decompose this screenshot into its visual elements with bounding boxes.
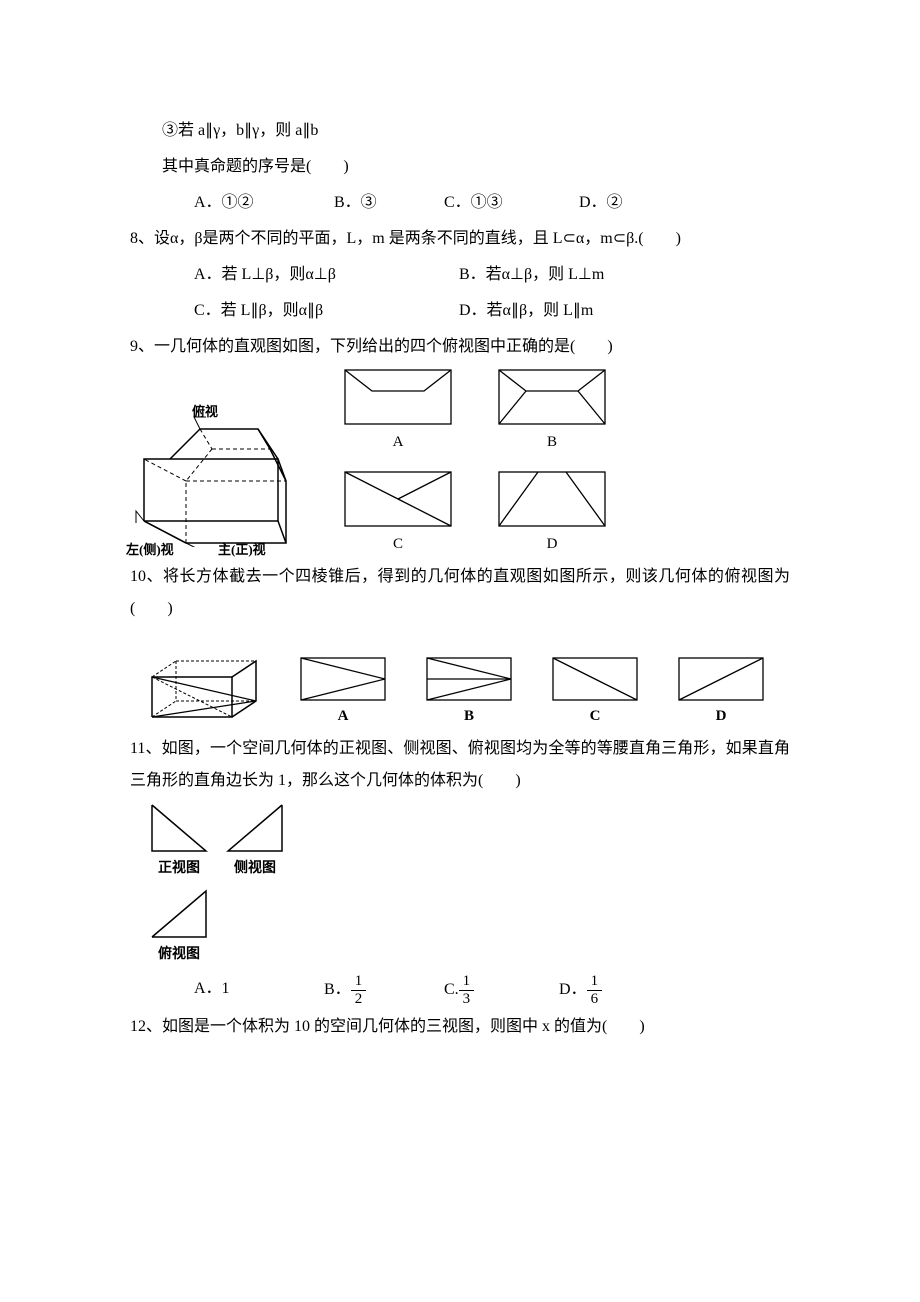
q10-opt-c[interactable]: C [552, 657, 638, 731]
q9-label-front: 主(正)视 [218, 537, 266, 563]
q10-solid [150, 659, 260, 731]
q11-opt-d[interactable]: D． 16 [559, 973, 602, 1007]
q8-opt-d[interactable]: D．若α∥β，则 L∥m [459, 295, 593, 327]
q8-opt-a[interactable]: A．若 L⊥β，则α⊥β [194, 259, 459, 291]
q9-label-top: 俯视 [192, 399, 218, 425]
q11-figure: 正视图 侧视图 俯视图 [150, 803, 790, 969]
q11-front-view: 正视图 [150, 803, 208, 883]
q11-opt-b-label: B． [324, 974, 351, 1006]
q9-opt-b[interactable]: B [498, 369, 606, 457]
q10-opt-b[interactable]: B [426, 657, 512, 731]
q11-opt-b-frac: 12 [351, 973, 367, 1007]
q7-stmt3: ③若 a∥γ，b∥γ，则 a∥b [130, 115, 790, 147]
q11-opt-c-label: C. [444, 974, 459, 1006]
q10-opt-b-label: B [464, 701, 474, 731]
q10-opt-c-label: C [590, 701, 601, 731]
q11-top-label: 俯视图 [158, 941, 200, 969]
q10-stem: 10、将长方体截去一个四棱锥后，得到的几何体的直观图如图所示，则该几何体的俯视图… [130, 561, 790, 625]
q11-opt-c[interactable]: C. 13 [444, 973, 559, 1007]
q8-stem: 8、设α，β是两个不同的平面，L，m 是两条不同的直线，且 L⊂α，m⊂β.( … [130, 223, 790, 255]
q10-opt-d-label: D [716, 701, 727, 731]
q11-opt-c-frac: 13 [459, 973, 475, 1007]
q11-opt-d-label: D． [559, 974, 587, 1006]
q10-figure-row: A B C D [150, 657, 790, 731]
q11-stem: 11、如图，一个空间几何体的正视图、侧视图、俯视图均为全等的等腰直角三角形，如果… [130, 733, 790, 797]
q9-label-left: 左(侧)视 [126, 537, 174, 563]
q7-prompt: 其中真命题的序号是( ) [130, 151, 790, 183]
q11-top-view: 俯视图 [150, 889, 208, 969]
q11-opt-d-frac: 16 [587, 973, 603, 1007]
q11-side-view: 侧视图 [226, 803, 284, 883]
q9-opt-c[interactable]: C [344, 471, 452, 559]
q9-stem: 9、一几何体的直观图如图，下列给出的四个俯视图中正确的是( ) [130, 331, 790, 363]
q10-opt-a[interactable]: A [300, 657, 386, 731]
q11-front-label: 正视图 [158, 855, 200, 883]
q12-stem: 12、如图是一个体积为 10 的空间几何体的三视图，则图中 x 的值为( ) [130, 1011, 790, 1043]
q8-row2: C．若 L∥β，则α∥β D．若α∥β，则 L∥m [130, 295, 790, 327]
q9-opt-c-label: C [393, 529, 403, 559]
q11-side-label: 侧视图 [234, 855, 276, 883]
q9-opt-d-label: D [547, 529, 558, 559]
q8-opt-c[interactable]: C．若 L∥β，则α∥β [194, 295, 459, 327]
q7-opt-c[interactable]: C．①③ [444, 187, 579, 219]
q9-solid: 俯视 左(侧)视 主(正)视 [130, 399, 300, 559]
q7-opt-a[interactable]: A．①② [194, 187, 334, 219]
q9-opt-b-label: B [547, 427, 557, 457]
q7-opt-b[interactable]: B．③ [334, 187, 444, 219]
q9-figure-row: 俯视 左(侧)视 主(正)视 A B C D [130, 369, 790, 559]
q7-opt-d[interactable]: D．② [579, 187, 623, 219]
q11-opt-a[interactable]: A．1 [194, 973, 324, 1007]
q11-opt-b[interactable]: B． 12 [324, 973, 444, 1007]
q8-opt-b[interactable]: B．若α⊥β，则 L⊥m [459, 259, 604, 291]
q10-opt-a-label: A [338, 701, 349, 731]
q9-opt-a-label: A [393, 427, 404, 457]
q9-opt-a[interactable]: A [344, 369, 452, 457]
q9-opt-d[interactable]: D [498, 471, 606, 559]
q8-row1: A．若 L⊥β，则α⊥β B．若α⊥β，则 L⊥m [130, 259, 790, 291]
q10-opt-d[interactable]: D [678, 657, 764, 731]
q11-options: A．1 B． 12 C. 13 D． 16 [130, 973, 790, 1007]
q7-options: A．①② B．③ C．①③ D．② [130, 187, 790, 219]
